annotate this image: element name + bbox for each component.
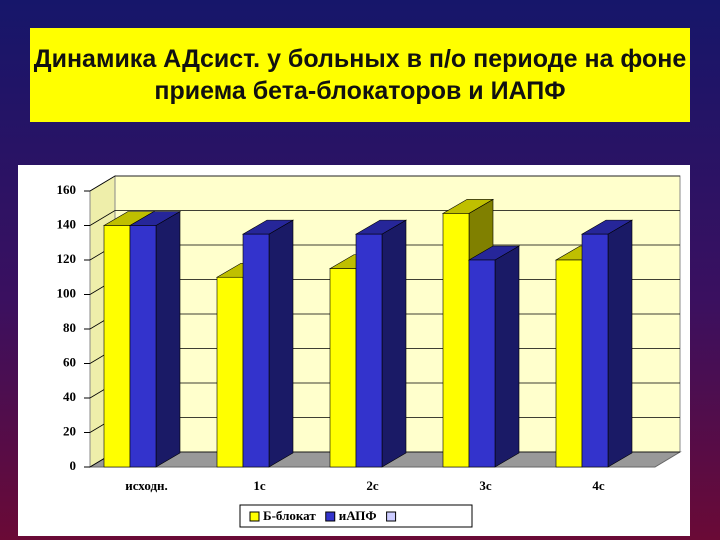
x-tick-label: 2с <box>366 478 379 493</box>
y-tick-label: 140 <box>57 216 77 231</box>
bar <box>467 245 521 468</box>
legend-box <box>239 504 473 528</box>
bar-front <box>242 233 270 468</box>
legend-swatch <box>325 511 336 522</box>
y-tick-label: 80 <box>63 320 76 335</box>
bar-front <box>216 276 244 468</box>
y-tick-label: 160 <box>57 182 77 197</box>
bar-front <box>103 225 131 468</box>
bar-front <box>129 225 157 468</box>
bar-front <box>555 259 583 468</box>
x-tick-label: 4с <box>592 478 605 493</box>
x-tick-label: исходн. <box>125 478 168 493</box>
bar-side <box>268 219 294 468</box>
y-tick-label: 120 <box>57 251 77 266</box>
legend-label: Б-блокат <box>263 508 316 523</box>
bar-front <box>468 259 496 468</box>
bar-side <box>381 219 407 468</box>
bar <box>128 210 182 468</box>
bar-side <box>494 245 520 468</box>
legend-label: иАПФ <box>339 508 377 523</box>
bar-side <box>607 219 633 468</box>
y-tick-label: 20 <box>63 423 76 438</box>
legend-swatch <box>249 511 260 522</box>
bar-front <box>581 233 609 468</box>
slide-title: Динамика АДсист. у больных в п/о периоде… <box>30 28 690 122</box>
bar-front <box>329 268 357 468</box>
x-tick-label: 3с <box>479 478 492 493</box>
bar <box>354 219 408 468</box>
y-tick-label: 0 <box>70 458 77 473</box>
bar <box>241 219 295 468</box>
y-tick-label: 60 <box>63 354 76 369</box>
legend-swatch-empty <box>386 511 397 522</box>
bar <box>580 219 634 468</box>
bar-front <box>355 233 383 468</box>
grid-line <box>89 175 680 192</box>
bar-side <box>155 210 181 468</box>
y-tick-label: 100 <box>57 285 77 300</box>
x-tick-label: 1с <box>253 478 266 493</box>
bar-front <box>442 213 470 468</box>
y-tick-label: 40 <box>63 389 76 404</box>
